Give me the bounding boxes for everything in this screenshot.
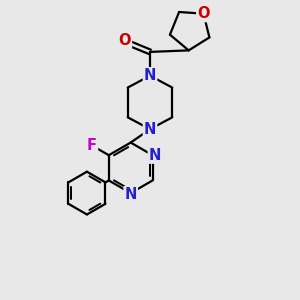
Text: N: N [149,148,161,163]
Text: O: O [197,6,210,21]
Text: O: O [118,32,131,47]
Text: F: F [87,138,97,153]
Text: N: N [144,122,156,137]
Text: N: N [124,187,137,202]
Text: N: N [144,68,156,83]
